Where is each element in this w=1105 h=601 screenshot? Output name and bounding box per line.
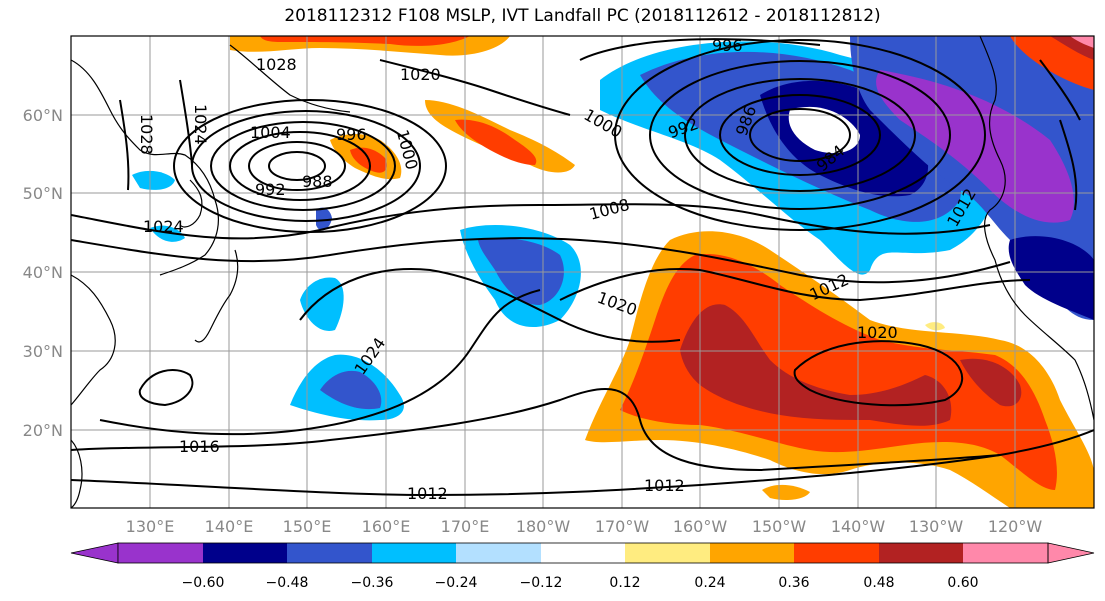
contour-label: 1024: [143, 217, 184, 236]
colorbar-segment: [287, 543, 372, 563]
mslp-contours: [71, 38, 1094, 497]
contour-label: 1004: [250, 123, 291, 142]
map-title: 2018112312 F108 MSLP, IVT Landfall PC (2…: [284, 6, 881, 26]
colorbar-segment: [879, 543, 963, 563]
lat-label: 50°N: [23, 184, 63, 203]
ivt-positive-fills: [230, 36, 1094, 508]
colorbar-tick-label: −0.48: [266, 575, 309, 591]
ivt-negative-fills: [132, 36, 1094, 421]
contour-label: 996: [712, 36, 743, 55]
colorbar-tick-label: −0.24: [435, 575, 478, 591]
colorbar-tick-label: −0.60: [182, 575, 225, 591]
colorbar-segment: [794, 543, 879, 563]
colorbar-segment: [118, 543, 203, 563]
colorbar-segment: [456, 543, 541, 563]
colorbar-segment: [710, 543, 794, 563]
contour-label: 1016: [179, 437, 220, 456]
contour-label: 1012: [407, 484, 448, 503]
graticule: [71, 36, 1094, 508]
colorbar-segment: [203, 543, 287, 563]
contour-label: 996: [336, 125, 367, 144]
colorbar-segment: [372, 543, 456, 563]
lat-label: 40°N: [23, 263, 63, 282]
lat-label: 60°N: [23, 106, 63, 125]
colorbar-segment: [625, 543, 710, 563]
map-frame: [70, 35, 1095, 509]
colorbar-tick-label: 0.24: [694, 575, 725, 591]
lat-label: 30°N: [23, 342, 63, 361]
colorbar-tick-label: −0.36: [351, 575, 394, 591]
lon-label: 180°W: [516, 517, 571, 536]
colorbar-segment: [541, 543, 625, 563]
colorbar-segment: [963, 543, 1048, 563]
latitude-labels: 60°N 50°N 40°N 30°N 20°N: [23, 106, 63, 440]
map-area: [71, 36, 1094, 508]
lon-label: 170°W: [595, 517, 650, 536]
colorbar-segment: [70, 542, 119, 564]
contour-label: 1020: [857, 323, 898, 342]
contour-label: 992: [255, 180, 286, 199]
lon-label: 170°E: [441, 517, 490, 536]
lon-label: 160°E: [362, 517, 411, 536]
lon-label: 150°E: [283, 517, 332, 536]
contour-label: 1020: [400, 65, 441, 84]
lon-label: 130°W: [909, 517, 964, 536]
lon-label: 140°W: [831, 517, 886, 536]
lon-label: 120°W: [988, 517, 1043, 536]
lon-label: 140°E: [205, 517, 254, 536]
colorbar-tick-label: 0.36: [778, 575, 809, 591]
lon-label: 150°W: [752, 517, 807, 536]
lat-label: 20°N: [23, 421, 63, 440]
lon-label: 130°E: [126, 517, 175, 536]
contour-label: 1024: [191, 104, 210, 145]
colorbar: −0.60 −0.48 −0.36 −0.24 −0.12 0.12 0.24 …: [70, 542, 1095, 591]
colorbar-tick-label: 0.60: [947, 575, 978, 591]
colorbar-segment: [1047, 542, 1095, 564]
contour-label: 1028: [137, 114, 156, 155]
contour-label: 1028: [256, 55, 297, 74]
contour-label: 1012: [644, 476, 685, 495]
colorbar-tick-label: 0.48: [863, 575, 894, 591]
colorbar-tick-label: −0.12: [520, 575, 563, 591]
colorbar-tick-label: 0.12: [609, 575, 640, 591]
lon-label: 160°W: [673, 517, 728, 536]
coastlines: [71, 36, 1094, 508]
contour-label: 988: [302, 172, 333, 191]
contour-label-group: 1028 1020 1024 1028 1004 996 1000 992 98…: [137, 36, 980, 503]
colorbar-outline: [117, 542, 1049, 564]
longitude-labels: 130°E 140°E 150°E 160°E 170°E 180°W 170°…: [126, 517, 1043, 536]
